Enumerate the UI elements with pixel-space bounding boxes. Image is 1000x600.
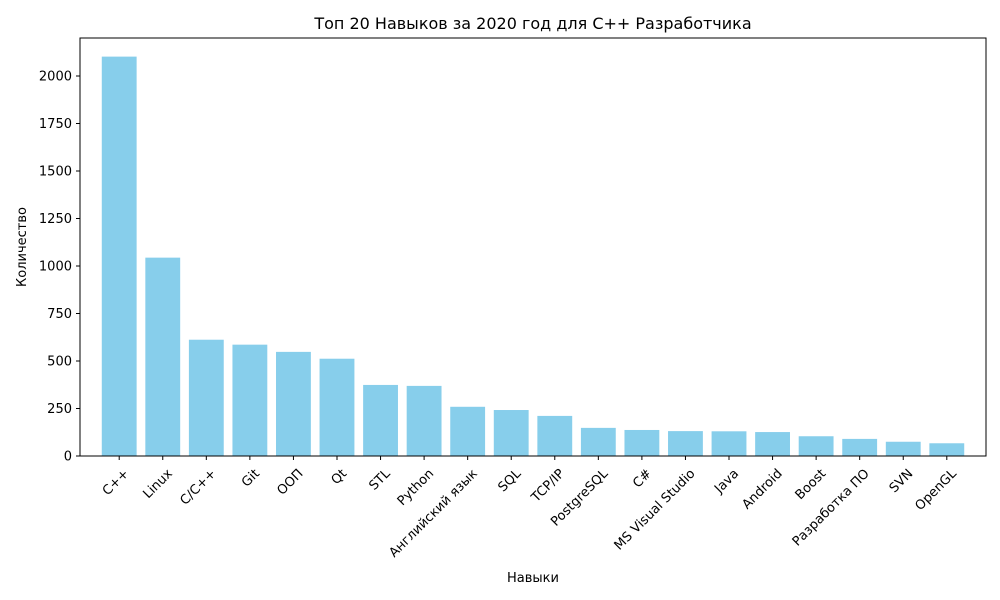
bar [188,339,224,456]
x-tick-label: STL [366,466,394,494]
bar [885,441,921,456]
bar [711,431,747,456]
y-tick-label: 500 [47,355,72,370]
x-tick-label: C# [630,466,655,491]
x-tick-label: C++ [100,466,132,498]
y-tick-label: 1250 [39,212,72,227]
x-tick-label: Java [711,466,742,497]
x-tick-label: OpenGL [912,466,960,514]
y-tick-label: 1750 [39,117,72,132]
x-tick-label: Python [395,466,437,508]
bar [493,410,529,456]
bar [580,427,616,456]
bar [537,415,573,456]
bar [406,385,442,456]
y-tick-label: 750 [47,307,72,322]
bar [755,432,790,456]
bar [232,344,268,456]
bar [450,406,486,456]
y-tick-label: 1500 [39,165,72,180]
y-tick-label: 2000 [39,70,72,85]
x-tick-label: Android [739,466,785,512]
y-tick-label: 1000 [39,260,72,275]
bar [101,56,137,457]
chart-title: Топ 20 Навыков за 2020 год для C++ Разра… [313,14,751,33]
x-tick-label: Git [239,466,263,490]
bar [929,443,965,456]
bar [276,351,311,456]
y-axis: 0 250 500 750 1000 1250 1500 1750 2000 [39,70,80,465]
x-axis-label: Навыки [507,571,559,586]
bars-group [101,56,965,457]
x-axis: C++ Linux C/C++ Git ООП Qt STL PythonАнглийский… [100,456,960,561]
x-tick-label: Qt [329,466,350,487]
y-axis-label: Количество [15,207,30,287]
x-tick-label: Linux [140,466,176,502]
x-tick-label: SVN [887,466,917,496]
x-tick-label: MS Visual Studio [612,466,699,553]
y-tick-label: 0 [64,450,72,465]
bar [842,438,878,456]
x-tick-label: ООП [274,466,306,498]
bar [145,257,181,456]
x-tick-label: TCP/IP [528,466,568,506]
x-tick-label: C/C++ [177,466,219,508]
x-tick-label: Разработка ПО [790,466,873,549]
x-tick-label: Boost [793,466,830,503]
bar [363,384,398,456]
bar [668,431,703,456]
bar [319,358,355,456]
bar [798,436,834,456]
plot-frame [79,37,987,457]
x-tick-label: SQL [495,466,524,495]
y-tick-label: 250 [47,402,72,417]
bar [624,429,660,456]
